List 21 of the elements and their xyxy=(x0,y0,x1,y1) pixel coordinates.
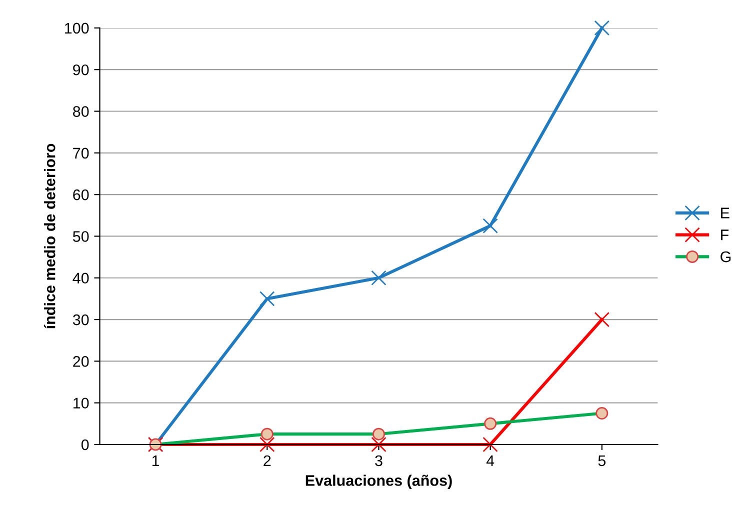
y-tick-label: 40 xyxy=(72,272,89,284)
y-tick-label: 20 xyxy=(73,356,89,367)
y-tick-label: 0 xyxy=(81,439,89,450)
y-tick-label: 70 xyxy=(73,148,89,159)
y-tick-label: 60 xyxy=(73,189,89,200)
y-tick-label: 10 xyxy=(74,398,89,409)
x-tick-label: 2 xyxy=(264,455,271,466)
y-tick-label: 50 xyxy=(72,231,89,242)
x-axis-title: Evaluaciones (años) xyxy=(306,474,452,489)
legend-label: F xyxy=(721,230,729,240)
y-tick-label: 80 xyxy=(73,106,89,117)
legend-label: G xyxy=(720,251,731,262)
y-tick-label: 90 xyxy=(73,64,89,76)
x-tick-label: 4 xyxy=(486,455,494,466)
legend-label: E xyxy=(721,208,730,218)
y-tick-label: 30 xyxy=(72,314,89,326)
x-tick-label: 1 xyxy=(152,455,160,466)
y-tick-label: 100 xyxy=(65,22,89,34)
y-axis-title: índice medio de deterioro xyxy=(44,144,56,328)
x-tick-label: 5 xyxy=(598,455,606,466)
x-tick-label: 3 xyxy=(375,455,382,466)
